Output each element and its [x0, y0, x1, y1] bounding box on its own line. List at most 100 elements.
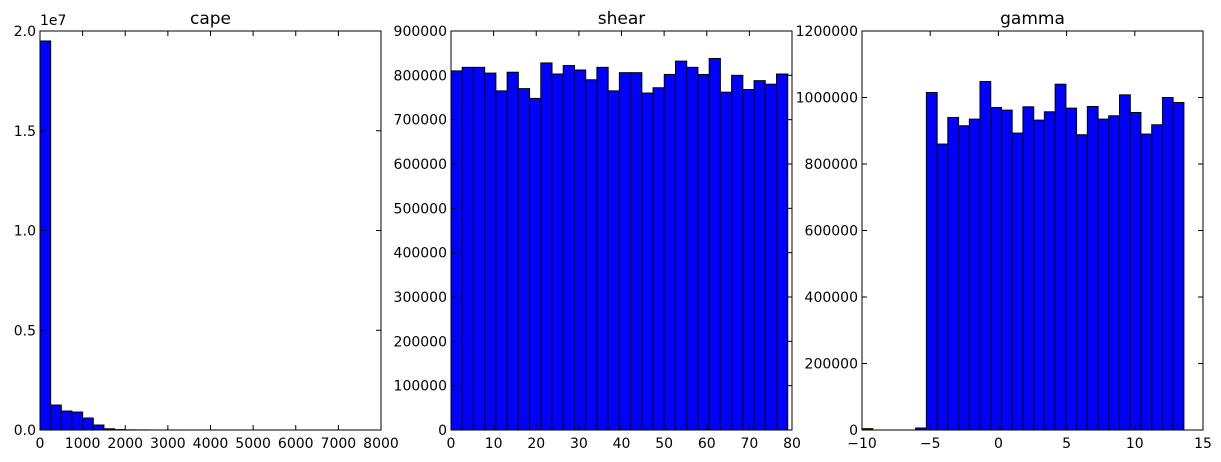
bar	[585, 79, 598, 431]
y-tick-label: 1200000	[796, 24, 858, 40]
bar	[968, 118, 981, 431]
y-tick-label: 800000	[805, 157, 858, 173]
bar	[936, 143, 949, 431]
chart-title: shear	[598, 9, 646, 29]
x-tick-label: 5000	[235, 436, 271, 452]
bar	[506, 71, 519, 431]
x-tick-label: 5	[1062, 436, 1071, 452]
bar	[764, 83, 778, 431]
bar	[990, 106, 1003, 431]
y-tick-label: 1.0	[14, 224, 36, 240]
x-tick-label: 3000	[150, 436, 186, 452]
bar	[1119, 94, 1131, 431]
y-tick-label: 900000	[394, 24, 447, 40]
bar	[958, 125, 970, 431]
bar	[573, 69, 587, 431]
y-tick-label: 0.5	[14, 323, 36, 339]
y-tick-label: 800000	[394, 68, 447, 84]
bar	[1076, 134, 1088, 431]
x-tick-label: 0	[447, 436, 456, 452]
y-tick-label: 200000	[394, 334, 447, 350]
x-tick-label: 50	[655, 436, 673, 452]
bar	[39, 40, 52, 431]
x-tick-label: 4000	[193, 436, 229, 452]
bar	[1022, 106, 1035, 431]
y-tick-label: 1000000	[796, 91, 858, 107]
bar	[551, 73, 564, 431]
bar	[719, 91, 733, 431]
chart-title: gamma	[1000, 9, 1065, 29]
y-tick-label: 400000	[394, 246, 447, 262]
bar	[618, 72, 632, 431]
bar	[1140, 133, 1153, 431]
x-tick-label: 15	[1194, 436, 1212, 452]
chart-title: cape	[190, 9, 231, 29]
x-tick-label: 20	[527, 436, 545, 452]
bar	[753, 80, 766, 431]
bar	[1054, 83, 1067, 431]
bar	[630, 72, 643, 431]
x-tick-label: −10	[847, 436, 877, 452]
bar	[1151, 124, 1163, 431]
y-tick-label: 0	[438, 423, 447, 439]
bar	[1108, 115, 1121, 431]
bar	[742, 89, 755, 431]
plot-frame	[39, 30, 382, 431]
y-tick-label: 2.0	[14, 24, 36, 40]
bar	[979, 81, 992, 431]
bar	[925, 92, 938, 431]
bar	[472, 66, 486, 431]
y-tick-label: 600000	[394, 157, 447, 173]
y-tick-label: 400000	[805, 290, 858, 306]
x-tick-label: 30	[570, 436, 588, 452]
bar	[1161, 97, 1174, 431]
y-tick-label: 200000	[805, 357, 858, 373]
bar	[60, 410, 73, 431]
bar	[708, 57, 721, 431]
x-tick-label: 0	[36, 436, 45, 452]
x-tick-label: 80	[783, 436, 801, 452]
y-tick-label: 100000	[394, 379, 447, 395]
x-tick-label: 10	[485, 436, 503, 452]
x-tick-label: 8000	[363, 436, 399, 452]
bar	[1011, 132, 1024, 431]
bar	[1043, 111, 1056, 431]
bar	[92, 424, 105, 431]
x-tick-label: 1000	[65, 436, 101, 452]
bar	[731, 74, 744, 431]
bar	[607, 90, 620, 431]
bar	[540, 62, 553, 431]
bar	[776, 73, 789, 431]
x-tick-label: 40	[613, 436, 631, 452]
bar	[652, 87, 665, 431]
bar	[484, 72, 497, 431]
bar	[71, 411, 84, 431]
x-tick-label: 10	[1126, 436, 1144, 452]
bar	[1097, 118, 1110, 431]
x-tick-label: 7000	[321, 436, 357, 452]
x-tick-label: −5	[920, 436, 941, 452]
bar	[562, 65, 575, 431]
bar	[947, 116, 960, 431]
bar	[461, 66, 474, 431]
bar	[1065, 107, 1078, 431]
bar	[1172, 101, 1185, 431]
bar	[50, 404, 62, 431]
y-tick-label: 500000	[394, 201, 447, 217]
y-tick-label: 1.5	[14, 124, 36, 140]
x-tick-label: 2000	[107, 436, 143, 452]
bar	[675, 60, 688, 431]
bar	[1033, 119, 1045, 431]
y-tick-label: 0	[849, 423, 858, 439]
bar	[450, 70, 463, 431]
bar	[686, 66, 699, 431]
bar	[1129, 111, 1142, 431]
x-tick-label: 70	[740, 436, 758, 452]
y-tick-label: 0.0	[14, 423, 36, 439]
x-tick-label: 60	[698, 436, 716, 452]
bar	[1001, 109, 1013, 431]
bar	[495, 90, 508, 431]
y-offset-label: 1e7	[40, 13, 66, 29]
y-tick-label: 600000	[805, 224, 858, 240]
